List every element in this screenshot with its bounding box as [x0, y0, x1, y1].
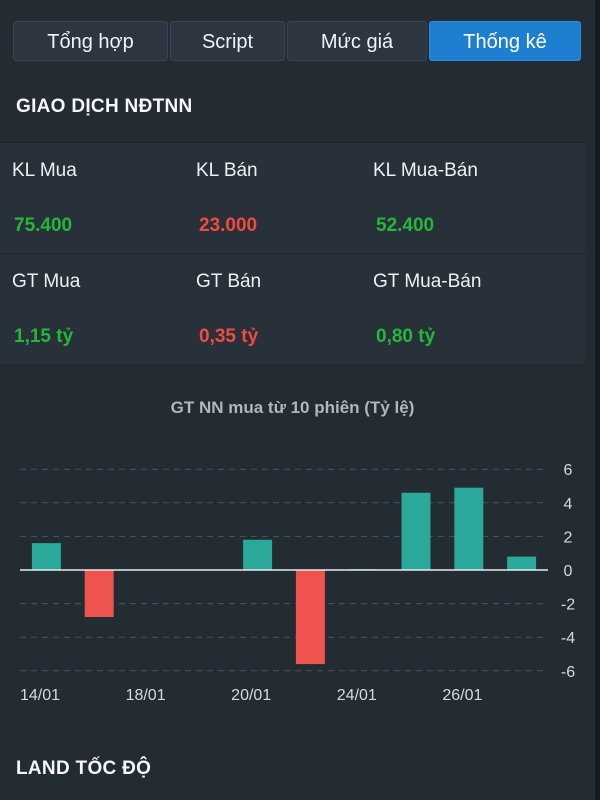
- divider: [0, 142, 585, 143]
- scrollbar-track[interactable]: [595, 0, 600, 800]
- kl-ban-value: 23.000: [199, 215, 258, 236]
- x-tick-label: 26/01: [442, 687, 482, 704]
- gt-ban-label: GT Bán: [196, 271, 262, 292]
- y-tick-label: -6: [561, 664, 575, 681]
- kl-mua-value: 75.400: [14, 215, 73, 236]
- bar: [84, 570, 114, 618]
- gt-mua-value: 1,15 tỷ: [14, 326, 74, 347]
- kl-ban-label: KL Bán: [196, 160, 258, 181]
- y-tick-label: -4: [561, 630, 575, 647]
- section-title-land-speed: LAND TỐC ĐỘ: [16, 758, 152, 779]
- bar: [507, 556, 537, 570]
- y-tick-label: 0: [564, 563, 573, 580]
- y-tick-label: 2: [564, 529, 573, 546]
- bar: [401, 492, 431, 570]
- x-tick-label: 20/01: [231, 687, 271, 704]
- tab-bar: Tổng hợp Script Mức giá Thống kê: [13, 21, 581, 61]
- kl-mua-label: KL Mua: [12, 160, 77, 181]
- x-tick-label: 14/01: [20, 687, 60, 704]
- gt-mua-ban-label: GT Mua-Bán: [373, 271, 482, 292]
- divider: [0, 253, 585, 254]
- x-tick-label: 18/01: [126, 687, 166, 704]
- gt-ban-value: 0,35 tỷ: [199, 326, 259, 347]
- x-tick-label: 24/01: [337, 687, 377, 704]
- tab-thong-ke[interactable]: Thống kê: [429, 21, 581, 61]
- bar: [454, 487, 484, 570]
- tab-muc-gia[interactable]: Mức giá: [287, 21, 427, 61]
- stats-row-volume: KL Mua KL Bán KL Mua-Bán 75.400 23.000 5…: [0, 143, 585, 253]
- stats-row-value: GT Mua GT Bán GT Mua-Bán 1,15 tỷ 0,35 tỷ…: [0, 254, 585, 364]
- kl-mua-ban-value: 52.400: [376, 215, 435, 236]
- y-tick-label: 6: [564, 462, 573, 479]
- tab-tong-hop[interactable]: Tổng hợp: [13, 21, 168, 61]
- y-tick-label: -2: [561, 597, 575, 614]
- foreign-buy-bar-chart: 6 4 2 0 -2 -4 -6 14/01 18/01 20/01 24/01 26/01: [20, 462, 575, 704]
- tab-script[interactable]: Script: [170, 21, 285, 61]
- bar: [295, 570, 325, 665]
- chart-title: GT NN mua từ 10 phiên (Tỷ lệ): [170, 398, 415, 417]
- kl-mua-ban-label: KL Mua-Bán: [373, 160, 478, 181]
- gt-mua-ban-value: 0,80 tỷ: [376, 326, 436, 347]
- y-tick-label: 4: [564, 496, 573, 513]
- gt-mua-label: GT Mua: [12, 271, 81, 292]
- bar: [243, 539, 273, 570]
- section-title-foreign-trading: GIAO DỊCH NĐTNN: [16, 96, 193, 117]
- bar: [31, 543, 61, 570]
